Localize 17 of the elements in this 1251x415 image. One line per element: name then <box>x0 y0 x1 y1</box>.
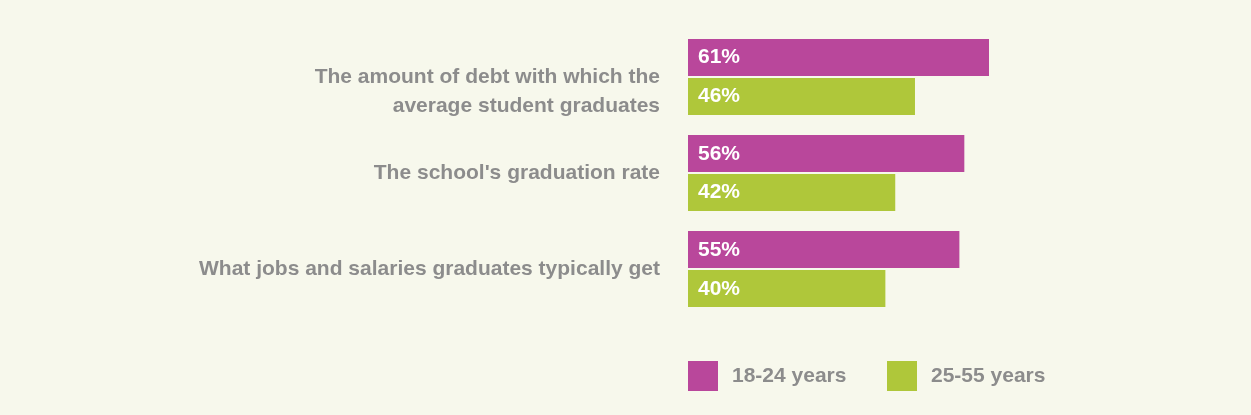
legend-label: 18-24 years <box>732 363 847 386</box>
bar <box>688 270 886 307</box>
data-label: 46% <box>698 83 741 107</box>
data-label: 40% <box>698 275 741 299</box>
bar <box>688 173 896 211</box>
bar <box>688 77 915 115</box>
data-label: 55% <box>698 236 741 260</box>
y-tick-label: What jobs and salaries graduates typically get <box>199 256 660 280</box>
bar <box>688 231 960 269</box>
bar <box>688 135 965 173</box>
data-label: 42% <box>698 179 741 203</box>
data-label: 61% <box>698 44 741 68</box>
bar <box>688 39 989 76</box>
legend-label: 25-55 years <box>931 363 1046 386</box>
y-tick-label: The amount of debt with which the average student graduates <box>314 63 660 116</box>
y-tick-label: The school's graduation rate <box>373 160 660 183</box>
data-label: 56% <box>698 140 741 164</box>
